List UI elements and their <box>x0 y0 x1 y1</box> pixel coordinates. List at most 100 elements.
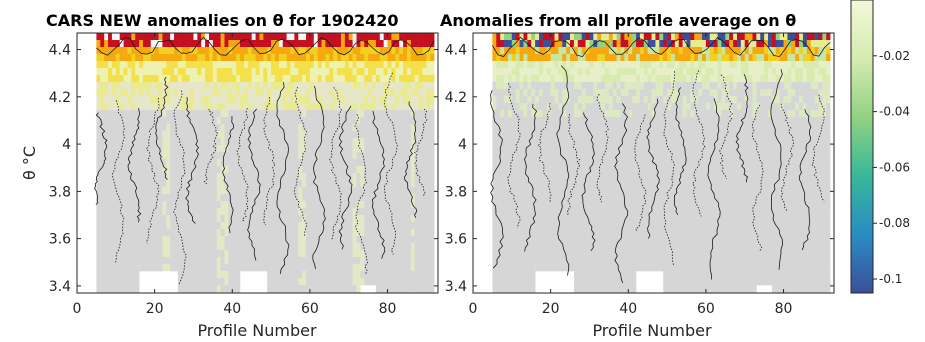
heatmap-cell <box>375 47 381 55</box>
heatmap-cell <box>313 124 318 132</box>
heatmap-cell <box>651 152 656 160</box>
heatmap-cell <box>267 243 272 251</box>
heatmap-cell <box>123 243 128 251</box>
heatmap-cell <box>387 271 392 279</box>
heatmap-cell <box>177 152 183 160</box>
heatmap-cell <box>170 131 175 139</box>
heatmap-cell <box>558 54 563 62</box>
heatmap-cell <box>193 131 198 139</box>
heatmap-cell <box>426 61 431 69</box>
heatmap-cell <box>298 131 303 139</box>
heatmap-cell <box>111 180 117 188</box>
heatmap-cell <box>604 61 610 69</box>
heatmap-cell <box>492 124 497 132</box>
heatmap-cell <box>410 89 416 97</box>
heatmap-cell <box>511 278 516 286</box>
heatmap-cell <box>135 138 140 146</box>
heatmap-cell <box>139 264 144 272</box>
heatmap-cell <box>267 285 272 293</box>
heatmap-cell <box>562 103 567 111</box>
heatmap-cell <box>360 110 365 118</box>
heatmap-cell <box>309 264 315 272</box>
heatmap-cell <box>344 103 350 111</box>
heatmap-cell <box>581 103 586 111</box>
heatmap-cell <box>643 124 648 132</box>
heatmap-cell <box>360 33 365 41</box>
heatmap-cell <box>628 89 633 97</box>
heatmap-cell <box>243 117 249 125</box>
heatmap-cell <box>655 208 660 216</box>
heatmap-cell <box>340 145 346 153</box>
heatmap-cell <box>546 264 551 272</box>
heatmap-cell <box>333 89 338 97</box>
heatmap-cell <box>170 152 175 160</box>
heatmap-cell <box>232 264 237 272</box>
heatmap-cell <box>150 264 155 272</box>
heatmap-cell <box>496 257 501 265</box>
heatmap-cell <box>507 194 513 202</box>
heatmap-cell <box>290 54 295 62</box>
heatmap-cell <box>348 82 353 90</box>
heatmap-cell <box>108 201 113 209</box>
heatmap-cell <box>616 180 621 188</box>
heatmap-cell <box>352 236 357 244</box>
heatmap-cell <box>321 103 326 111</box>
heatmap-cell <box>422 117 427 125</box>
heatmap-cell <box>115 110 120 118</box>
heatmap-cell <box>364 257 369 265</box>
heatmap-cell <box>306 229 311 237</box>
heatmap-cell <box>492 187 497 195</box>
heatmap-cell <box>538 166 544 174</box>
heatmap-cell <box>410 236 416 244</box>
heatmap-cell <box>201 222 206 230</box>
heatmap-cell <box>364 138 369 146</box>
heatmap-cell <box>527 117 532 125</box>
heatmap-cell <box>181 250 186 258</box>
heatmap-cell <box>162 201 167 209</box>
heatmap-cell <box>232 271 237 279</box>
heatmap-cell <box>205 124 210 132</box>
heatmap-cell <box>201 194 206 202</box>
heatmap-cell <box>500 236 505 244</box>
heatmap-cell <box>271 40 276 48</box>
heatmap-cell <box>286 194 291 202</box>
heatmap-cell <box>197 215 202 223</box>
heatmap-cell <box>247 61 252 69</box>
heatmap-cell <box>329 236 334 244</box>
heatmap-cell <box>290 33 295 41</box>
heatmap-cell <box>212 208 218 216</box>
heatmap-cell <box>208 117 214 125</box>
heatmap-cell <box>220 82 225 90</box>
heatmap-cell <box>224 96 229 104</box>
heatmap-cell <box>247 180 252 188</box>
heatmap-cell <box>123 166 128 174</box>
heatmap-cell <box>240 110 245 118</box>
heatmap-cell <box>546 194 551 202</box>
heatmap-cell <box>663 243 668 251</box>
heatmap-cell <box>414 229 419 237</box>
heatmap-cell <box>306 208 311 216</box>
heatmap-cell <box>294 110 299 118</box>
heatmap-cell <box>278 194 284 202</box>
heatmap-cell <box>162 103 167 111</box>
heatmap-cell <box>519 278 524 286</box>
heatmap-cell <box>527 257 532 265</box>
heatmap-cell <box>162 68 167 76</box>
heatmap-cell <box>589 215 594 223</box>
heatmap-cell <box>387 285 392 293</box>
heatmap-cell <box>496 201 501 209</box>
heatmap-cell <box>636 194 641 202</box>
heatmap-cell <box>216 145 221 153</box>
heatmap-cell <box>368 264 373 272</box>
heatmap-cell <box>608 278 614 286</box>
heatmap-cell <box>570 222 575 230</box>
heatmap-cell <box>663 173 668 181</box>
heatmap-cell <box>259 187 264 195</box>
heatmap-cell <box>566 201 571 209</box>
heatmap-cell <box>111 103 117 111</box>
heatmap-cell <box>585 131 590 139</box>
heatmap-cell <box>267 173 272 181</box>
heatmap-cell <box>655 250 660 258</box>
y-tick-label: 4.4 <box>49 43 71 59</box>
heatmap-cell <box>566 257 571 265</box>
